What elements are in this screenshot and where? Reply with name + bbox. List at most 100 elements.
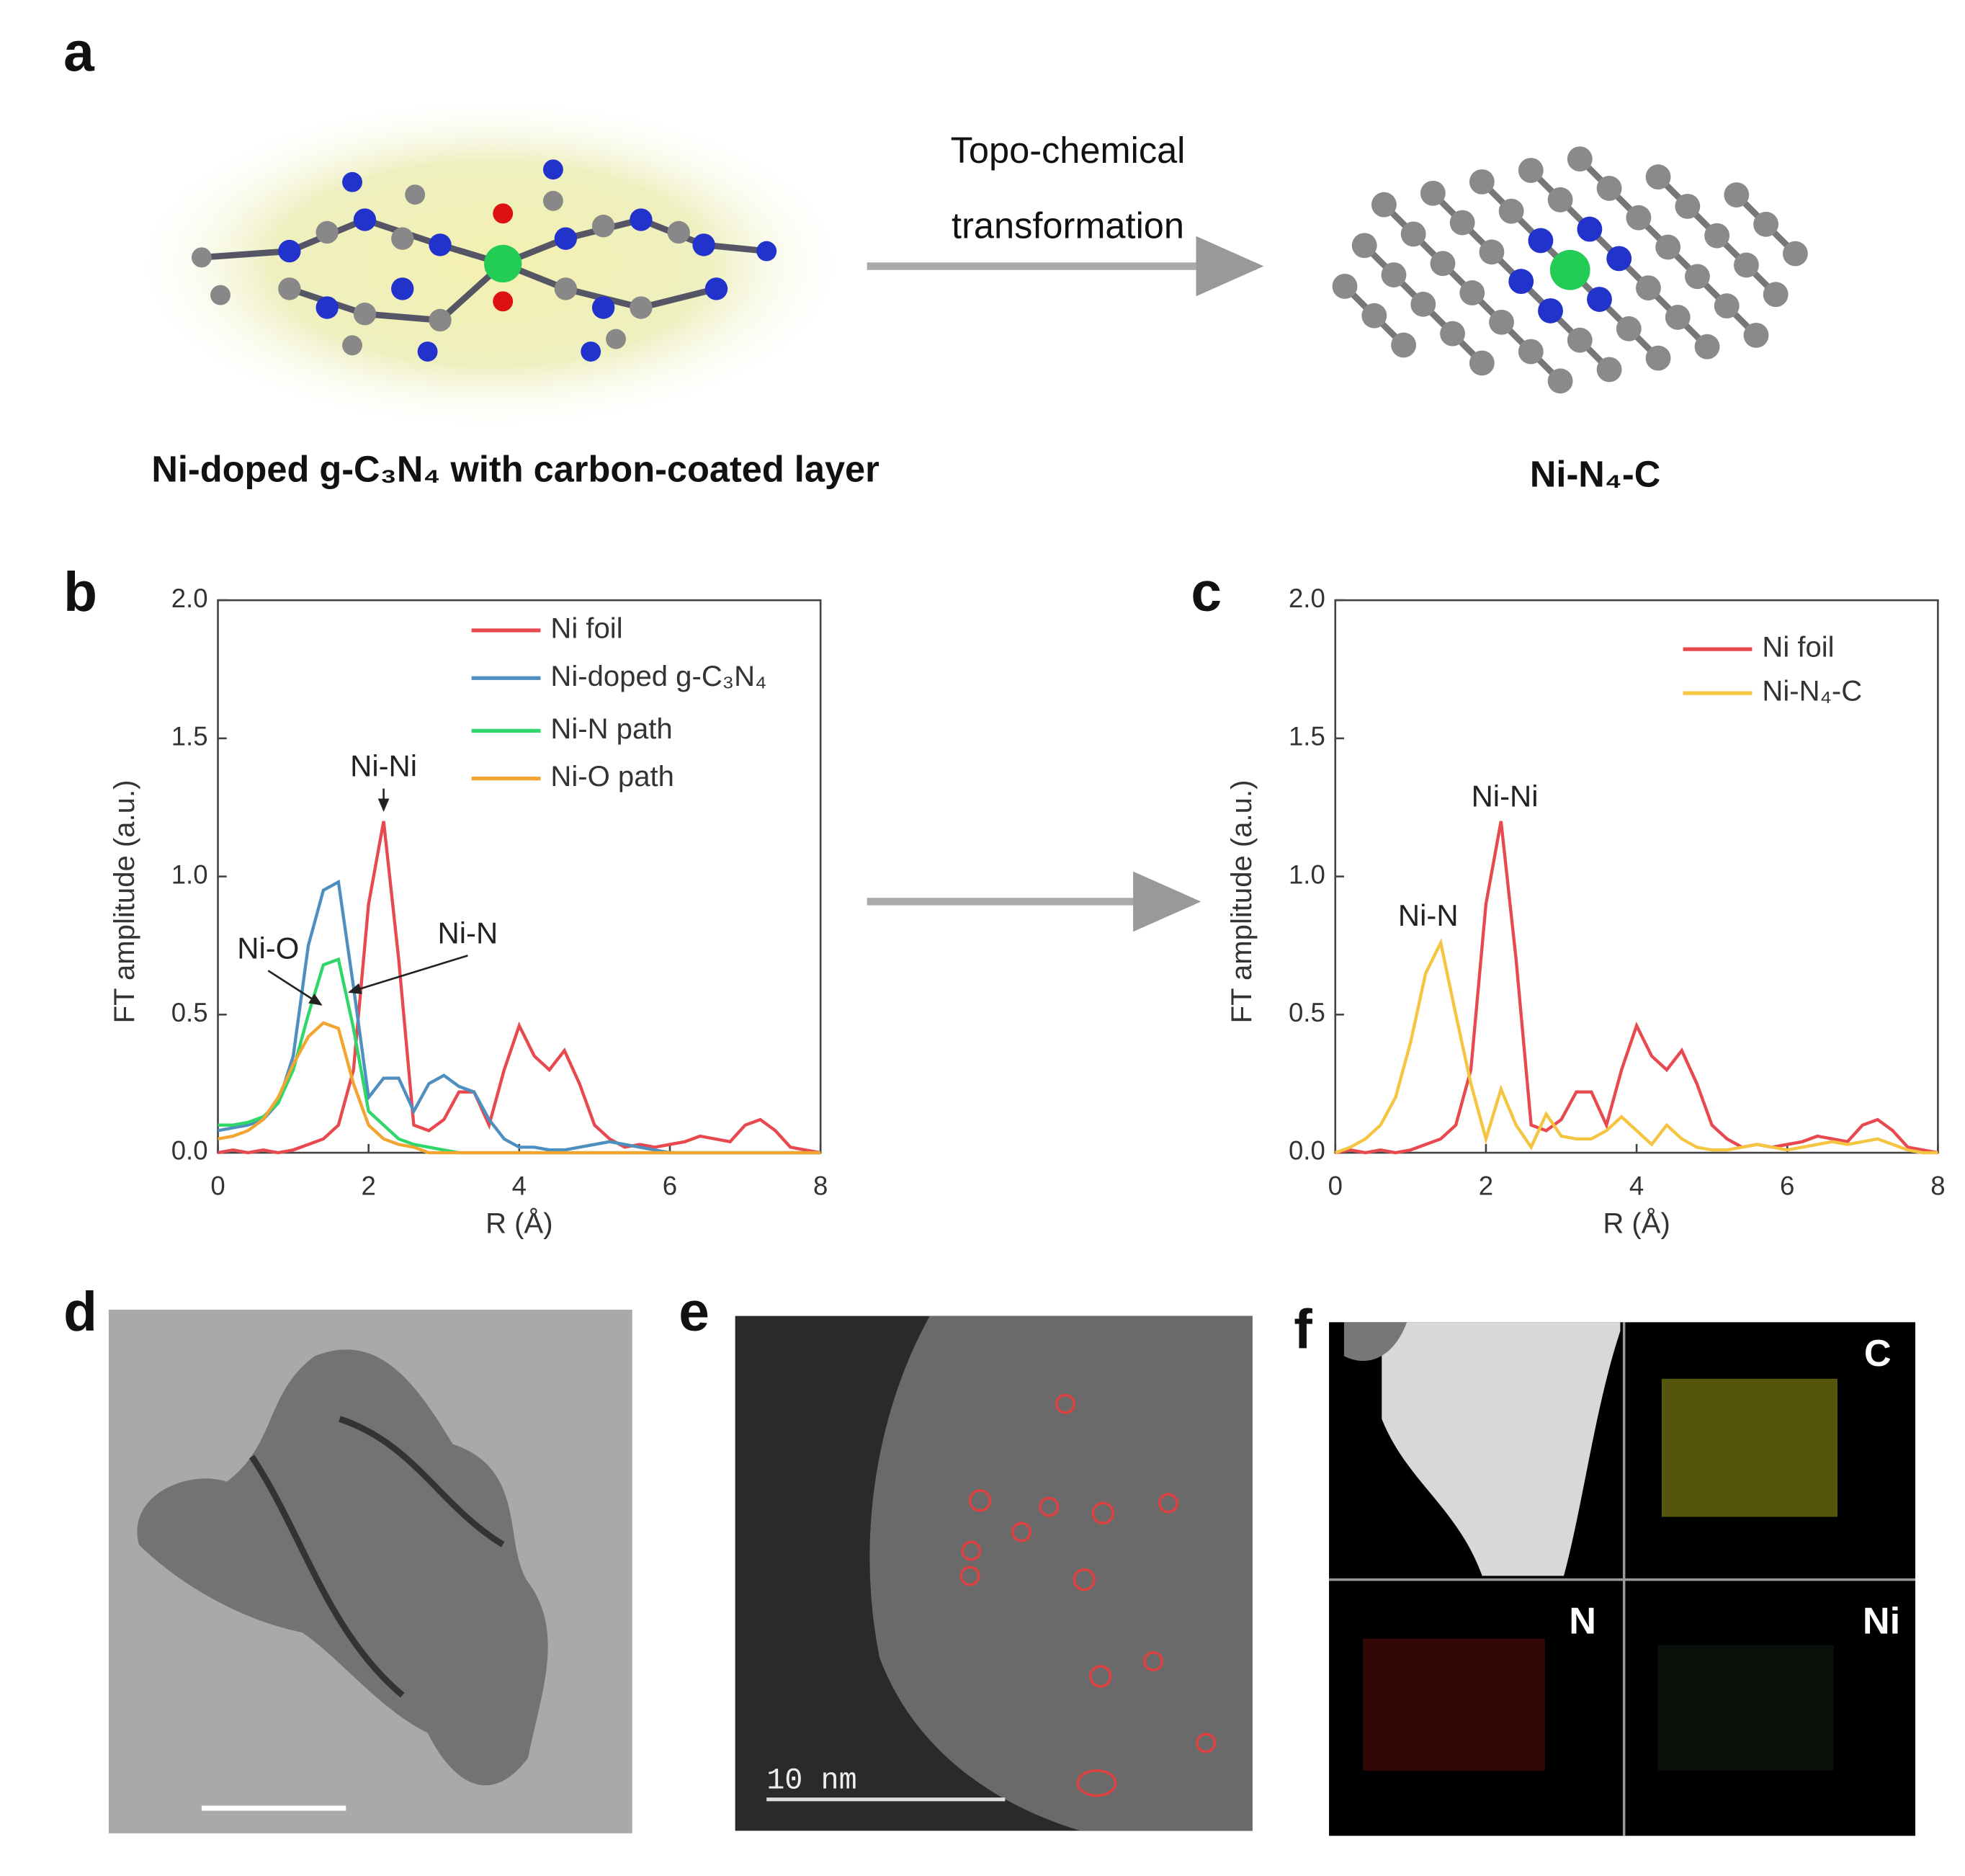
legend-label: Ni-O path [550, 761, 674, 792]
atom [1449, 210, 1475, 236]
panel-label: b [63, 562, 97, 623]
y-tick-label: 1.0 [171, 859, 208, 889]
x-tick-label: 2 [362, 1171, 376, 1201]
atom [1636, 275, 1661, 301]
legend-label: Ni foil [1762, 632, 1834, 664]
annotation-arrow [267, 970, 323, 1006]
atom [1743, 322, 1769, 348]
x-tick-label: 8 [813, 1171, 828, 1201]
atom [1391, 332, 1417, 358]
legend-label: Ni-doped g-C₃N₄ [550, 661, 766, 692]
atom [1440, 321, 1465, 347]
x-tick-label: 0 [210, 1171, 225, 1201]
atom [1361, 303, 1387, 329]
x-tick-label: 8 [1930, 1171, 1945, 1201]
structure-label: Ni-doped g-C₃N₄ with carbon-coated layer [151, 449, 879, 490]
atom [1753, 211, 1779, 237]
atom [1381, 262, 1407, 287]
ni-n4-c-molecule [1332, 146, 1808, 394]
atom [1577, 216, 1603, 242]
atom [1626, 205, 1652, 231]
eds-label: C [1864, 1333, 1892, 1375]
atom [1616, 316, 1642, 341]
x-tick-label: 0 [1328, 1171, 1343, 1201]
legend-label: Ni foil [550, 613, 622, 645]
y-tick-label: 2.0 [1289, 584, 1325, 613]
x-tick-label: 6 [1780, 1171, 1794, 1201]
atom [1587, 287, 1612, 312]
y-tick-label: 0.5 [1289, 998, 1325, 1027]
atom [1518, 339, 1544, 365]
panel-label: f [1294, 1299, 1312, 1360]
data-line [218, 957, 821, 1155]
atom [1596, 357, 1622, 383]
atom [1724, 182, 1750, 207]
panel-label: c [1191, 562, 1222, 623]
annotation: Ni-Ni [350, 749, 417, 783]
y-tick-label: 0.0 [1289, 1136, 1325, 1166]
atom [1459, 280, 1485, 305]
y-tick-label: 1.5 [171, 722, 208, 751]
atom [1420, 180, 1446, 206]
atom [1351, 233, 1377, 259]
atom [1606, 246, 1632, 272]
schematic: Topo-chemical transformation Ni-doped g-… [126, 94, 1808, 495]
panel-label: e [679, 1282, 710, 1343]
atom [1645, 345, 1671, 371]
data-line [218, 1021, 821, 1155]
panel-label: d [63, 1282, 97, 1343]
atom [1528, 228, 1554, 254]
x-axis-title: R (Å) [1603, 1207, 1670, 1240]
atom [1694, 334, 1720, 359]
atom [1733, 252, 1759, 278]
eds-maps: C N Ni [1329, 1322, 1916, 1836]
x-tick-label: 2 [1479, 1171, 1493, 1201]
data-line [1335, 938, 1938, 1155]
y-axis-title: FT amplitude (a.u.) [109, 780, 140, 1024]
x-axis-title: R (Å) [485, 1207, 553, 1240]
y-tick-label: 0.0 [171, 1136, 208, 1166]
atom [1714, 293, 1740, 319]
atom [1675, 193, 1701, 219]
atom [1567, 146, 1593, 172]
atom [1469, 169, 1495, 195]
atom [1371, 192, 1397, 218]
x-tick-label: 6 [663, 1171, 677, 1201]
atom [1430, 251, 1456, 277]
atom [1547, 187, 1573, 213]
atom [1655, 234, 1681, 260]
atom [1782, 241, 1808, 267]
atom [1665, 305, 1691, 330]
atom [1518, 158, 1544, 183]
arrow-label: transformation [952, 205, 1184, 246]
haadf-image: 10 nm [735, 1316, 1253, 1831]
tem-image [108, 1309, 632, 1833]
annotation: Ni-N [1398, 898, 1459, 932]
annotation-arrow [348, 955, 468, 994]
arrow-label: Topo-chemical [951, 130, 1186, 171]
panel-label: a [63, 22, 95, 84]
y-tick-label: 1.5 [1289, 722, 1325, 751]
atom [1498, 198, 1524, 224]
y-tick-label: 2.0 [171, 584, 208, 613]
atom [1479, 239, 1505, 265]
legend-label: Ni-N₄-C [1762, 676, 1862, 707]
atom [1685, 264, 1710, 290]
y-axis-title: FT amplitude (a.u.) [1226, 780, 1258, 1024]
atom [1567, 327, 1593, 353]
atom [1596, 176, 1622, 201]
annotation: Ni-O [237, 931, 299, 965]
eds-label: N [1569, 1600, 1596, 1642]
atom [1645, 164, 1671, 190]
atom [1763, 282, 1789, 308]
atom [1508, 269, 1534, 295]
atom [1332, 273, 1358, 299]
y-tick-label: 1.0 [1289, 859, 1325, 889]
atom [1704, 223, 1730, 249]
atom [1410, 291, 1436, 317]
atom [1400, 221, 1426, 247]
g-c3n4-molecule [191, 159, 777, 362]
annotation: Ni-N [438, 916, 498, 950]
legend-label: Ni-N path [550, 713, 672, 745]
